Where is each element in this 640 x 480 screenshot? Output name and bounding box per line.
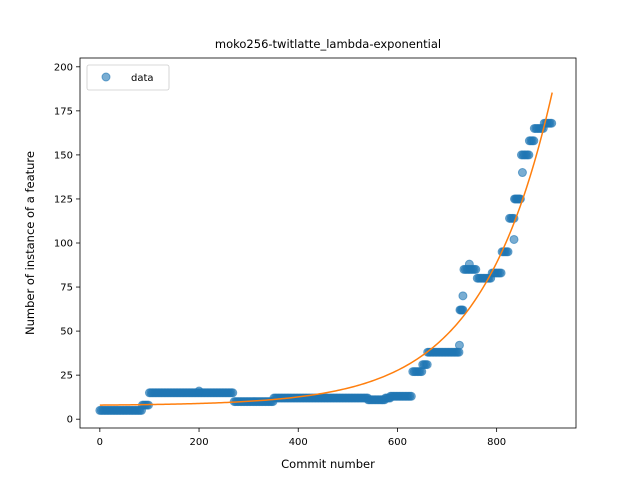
x-axis-label: Commit number bbox=[281, 457, 375, 471]
y-tick-label: 200 bbox=[54, 62, 73, 73]
legend-box bbox=[86, 64, 170, 91]
y-tick-label: 125 bbox=[54, 194, 73, 205]
y-tick-label: 50 bbox=[60, 327, 73, 338]
data-points bbox=[95, 118, 557, 415]
y-tick-label: 25 bbox=[60, 371, 73, 382]
data-point bbox=[406, 391, 416, 401]
legend-label-data: data bbox=[131, 73, 154, 84]
y-tick-label: 150 bbox=[54, 150, 73, 161]
x-tick-label: 0 bbox=[97, 437, 103, 448]
data-point bbox=[517, 168, 527, 178]
chart-title: moko256-twitlatte_lambda-exponential bbox=[215, 37, 441, 51]
y-tick-label: 175 bbox=[54, 106, 73, 117]
y-axis: 0 25 50 75 100 125 150 175 200 bbox=[54, 62, 80, 426]
data-point bbox=[547, 118, 557, 128]
x-tick-label: 200 bbox=[189, 437, 208, 448]
data-point bbox=[458, 291, 468, 301]
data-point bbox=[458, 305, 468, 315]
data-point bbox=[454, 340, 464, 350]
legend: data bbox=[86, 64, 170, 91]
legend-marker bbox=[101, 72, 111, 82]
data-point bbox=[529, 136, 539, 146]
data-point bbox=[503, 247, 513, 257]
data-point bbox=[422, 360, 432, 370]
data-point bbox=[464, 259, 474, 269]
data-point bbox=[524, 150, 534, 160]
data-point bbox=[471, 264, 481, 274]
x-tick-label: 600 bbox=[388, 437, 407, 448]
x-tick-label: 400 bbox=[289, 437, 308, 448]
y-tick-label: 100 bbox=[54, 239, 73, 250]
y-axis-label: Number of instance of a feature bbox=[23, 151, 37, 335]
plot-area bbox=[79, 57, 577, 429]
y-tick-label: 75 bbox=[60, 283, 73, 294]
plot-background bbox=[80, 58, 576, 428]
data-point bbox=[194, 386, 204, 396]
x-axis: 0 200 400 600 800 bbox=[97, 428, 506, 448]
x-tick-label: 800 bbox=[487, 437, 506, 448]
y-tick-label: 0 bbox=[67, 415, 73, 426]
data-point bbox=[509, 234, 519, 244]
data-point bbox=[228, 388, 238, 398]
fit-line bbox=[99, 92, 553, 406]
data-point bbox=[496, 268, 506, 278]
